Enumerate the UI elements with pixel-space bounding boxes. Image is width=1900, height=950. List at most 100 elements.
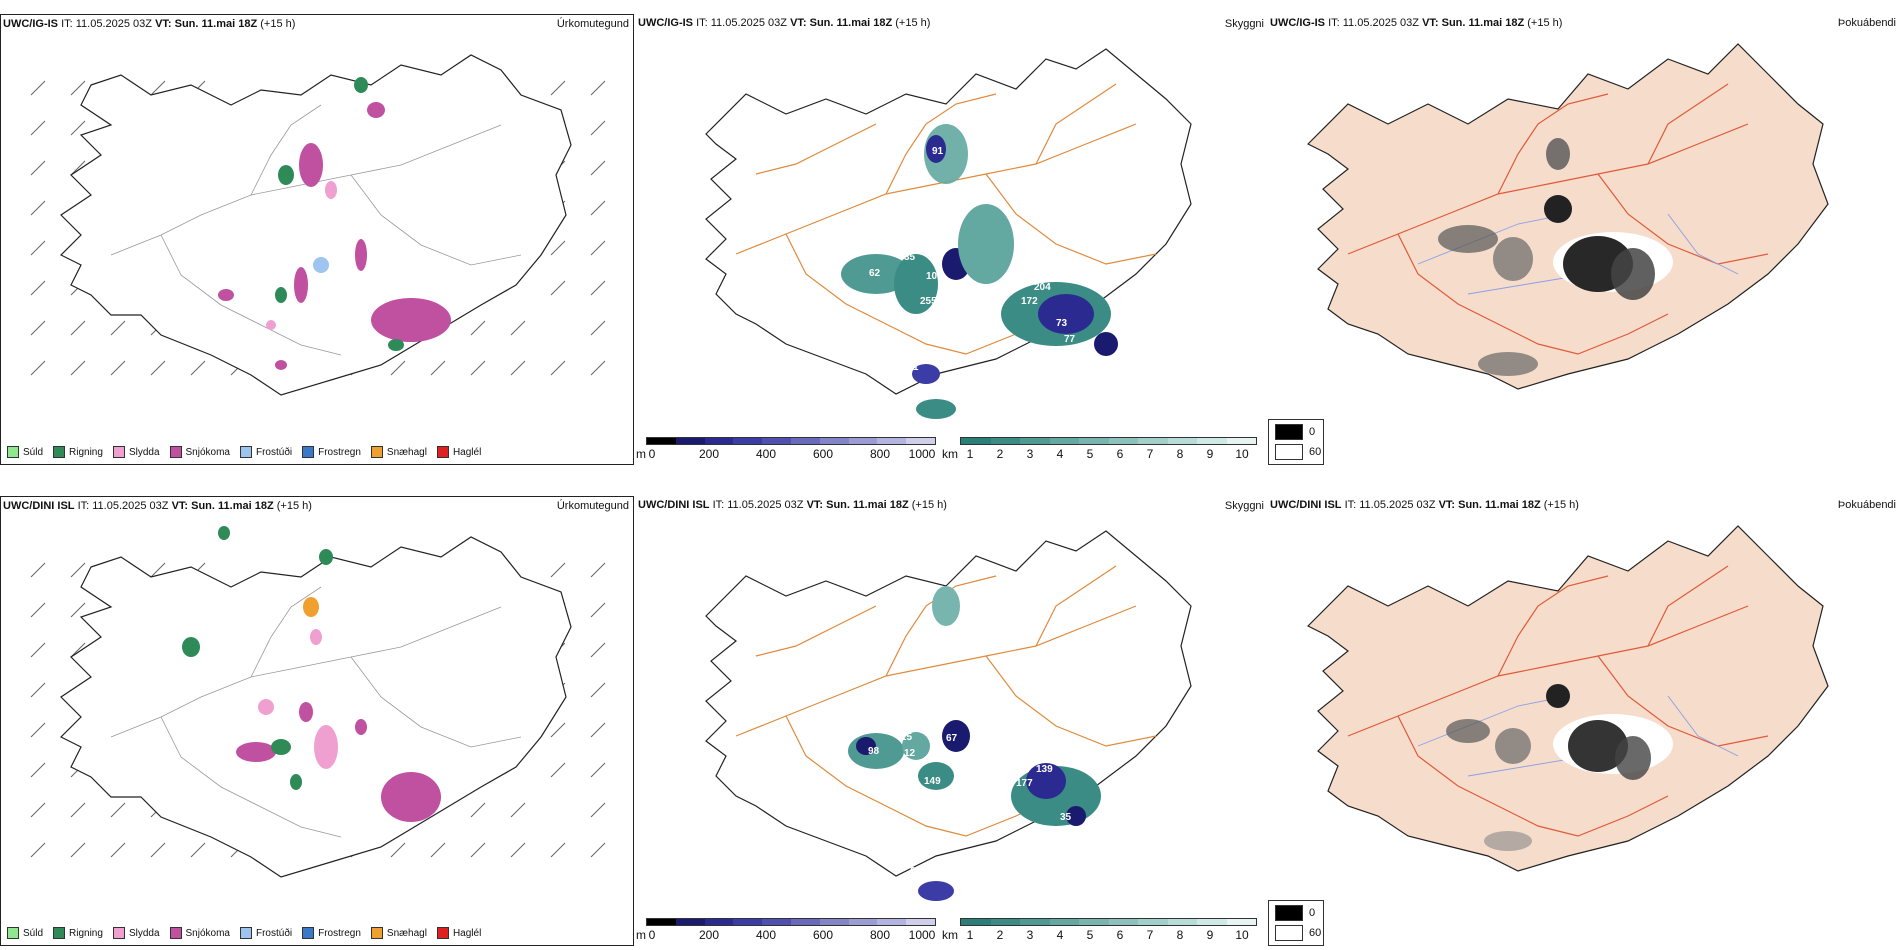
svg-text:255: 255	[920, 296, 937, 307]
fog-patches	[1446, 684, 1673, 851]
svg-text:14: 14	[1022, 750, 1034, 761]
svg-text:11: 11	[908, 362, 919, 373]
svg-text:177: 177	[1016, 778, 1033, 789]
panel-header: UWC/IG-IS IT: 11.05.2025 03Z VT: Sun. 11…	[3, 18, 296, 30]
precip-map	[30, 526, 606, 878]
visibility-tick: 5	[1086, 928, 1094, 942]
fog-legend: 0 60	[1268, 419, 1324, 465]
svg-text:15: 15	[901, 732, 913, 743]
svg-text:73: 73	[1056, 318, 1068, 329]
svg-text:62: 62	[869, 268, 881, 279]
legend-item: Súld	[7, 446, 43, 458]
ceiling-tick: 800	[869, 928, 891, 942]
legend-swatch	[302, 446, 315, 458]
legend-item: Súld	[7, 927, 43, 939]
visibility-tick: 4	[1056, 928, 1064, 942]
ceiling-visibility-panel-row2: UWC/DINI ISL IT: 11.05.2025 03Z VT: Sun.…	[636, 496, 1268, 946]
precip-type-panel-row1: UWC/IG-IS IT: 11.05.2025 03Z VT: Sun. 11…	[0, 14, 634, 465]
visibility-colorbar	[960, 437, 1257, 445]
svg-text:12: 12	[904, 748, 916, 759]
ceiling-tick: 0	[648, 928, 656, 942]
ceiling-tick: 1000	[908, 447, 936, 461]
visibility-tick: 1	[966, 447, 974, 461]
legend-item: Haglél	[436, 446, 481, 458]
legend-swatch	[112, 446, 125, 458]
visibility-tick: 7	[1146, 928, 1154, 942]
legend-item: Slydda	[112, 446, 160, 458]
legend-swatch	[239, 927, 252, 939]
svg-text:35: 35	[1060, 812, 1072, 823]
legend-swatch	[53, 927, 66, 939]
ceiling-tick: 1000	[908, 928, 936, 942]
visibility-tick: 5	[1086, 447, 1094, 461]
legend-swatch	[370, 927, 383, 939]
svg-text:204: 204	[1034, 282, 1051, 293]
precip-patches	[218, 77, 451, 370]
ceiling-visibility-panel-row1: UWC/IG-IS IT: 11.05.2025 03Z VT: Sun. 11…	[636, 14, 1268, 465]
visibility-tick: 6	[1116, 447, 1124, 461]
legend-item: Snjókoma	[169, 446, 230, 458]
visibility-tick: 1	[966, 928, 974, 942]
fog-legend-top-label: 0	[1309, 907, 1316, 919]
ceiling-tick: 200	[698, 447, 720, 461]
precip-patches	[182, 526, 441, 822]
visibility-scale: km 1 2 3 4 5 6 7 8 9 10	[942, 918, 1260, 946]
cloud-patches	[848, 586, 1101, 901]
fog-indicator-panel-row1: UWC/IG-IS IT: 11.05.2025 03Z VT: Sun. 11…	[1268, 14, 1900, 465]
svg-text:68: 68	[910, 866, 922, 877]
road-network	[110, 104, 522, 356]
svg-text:17: 17	[910, 344, 922, 355]
visibility-tick: 10	[1235, 928, 1249, 942]
svg-text:50: 50	[930, 348, 942, 359]
ceiling-colorbar	[646, 437, 936, 445]
visibility-unit: km	[942, 447, 958, 461]
ceiling-tick: 200	[698, 928, 720, 942]
svg-text:149: 149	[924, 776, 941, 787]
panel-header: UWC/IG-IS IT: 11.05.2025 03Z VT: Sun. 11…	[638, 17, 931, 29]
legend-item: Snæhagl	[370, 927, 427, 939]
fog-indicator-panel-row2: UWC/DINI ISL IT: 11.05.2025 03Z VT: Sun.…	[1268, 496, 1900, 946]
visibility-unit: km	[942, 928, 958, 942]
panel-header: UWC/DINI ISL IT: 11.05.2025 03Z VT: Sun.…	[1270, 499, 1579, 511]
legend-swatch	[112, 927, 125, 939]
visibility-tick: 3	[1026, 928, 1034, 942]
panel-title: Skyggni	[1224, 500, 1264, 512]
panel-header: UWC/IG-IS IT: 11.05.2025 03Z VT: Sun. 11…	[1270, 17, 1563, 29]
fog-legend-dark	[1275, 424, 1303, 440]
ceiling-tick: 400	[755, 928, 777, 942]
visibility-tick: 8	[1176, 447, 1184, 461]
visibility-tick: 2	[996, 447, 1004, 461]
fog-map	[1306, 43, 1829, 390]
ceiling-tick: 800	[869, 447, 891, 461]
legend-swatch	[436, 927, 449, 939]
iceland-outline	[59, 54, 572, 396]
visibility-tick: 6	[1116, 928, 1124, 942]
ceiling-tick: 0	[648, 447, 656, 461]
legend-swatch	[7, 446, 19, 458]
visibility-tick: 8	[1176, 928, 1184, 942]
visibility-colorbar	[960, 918, 1257, 926]
cloud-patches	[841, 124, 1118, 419]
visibility-tick: 9	[1206, 928, 1214, 942]
svg-text:62: 62	[910, 386, 922, 397]
svg-text:35: 35	[904, 252, 916, 263]
legend-swatch	[436, 446, 449, 458]
ceiling-value-labels: 91 55 35 62 103 255 91 204 172 73 77 17 …	[869, 146, 1076, 399]
ceiling-tick: 600	[812, 447, 834, 461]
panel-title: Þokuábendi	[1837, 499, 1896, 511]
legend-item: Rigning	[53, 927, 103, 939]
visibility-tick: 7	[1146, 447, 1154, 461]
legend-item: Frostregn	[302, 927, 361, 939]
visibility-tick: 9	[1206, 447, 1214, 461]
svg-text:55: 55	[942, 239, 954, 250]
legend-item: Frostúði	[239, 927, 292, 939]
svg-text:67: 67	[946, 733, 958, 744]
fog-legend-dark	[1275, 905, 1303, 921]
svg-text:139: 139	[1036, 764, 1053, 775]
panel-title: Úrkomutegund	[556, 500, 629, 512]
legend-swatch	[370, 446, 383, 458]
precip-map	[30, 54, 606, 396]
panel-title: Skyggni	[1224, 18, 1264, 30]
ceiling-scale: m 0 200 400 600 800 1000	[636, 437, 941, 465]
svg-text:91: 91	[932, 146, 944, 157]
